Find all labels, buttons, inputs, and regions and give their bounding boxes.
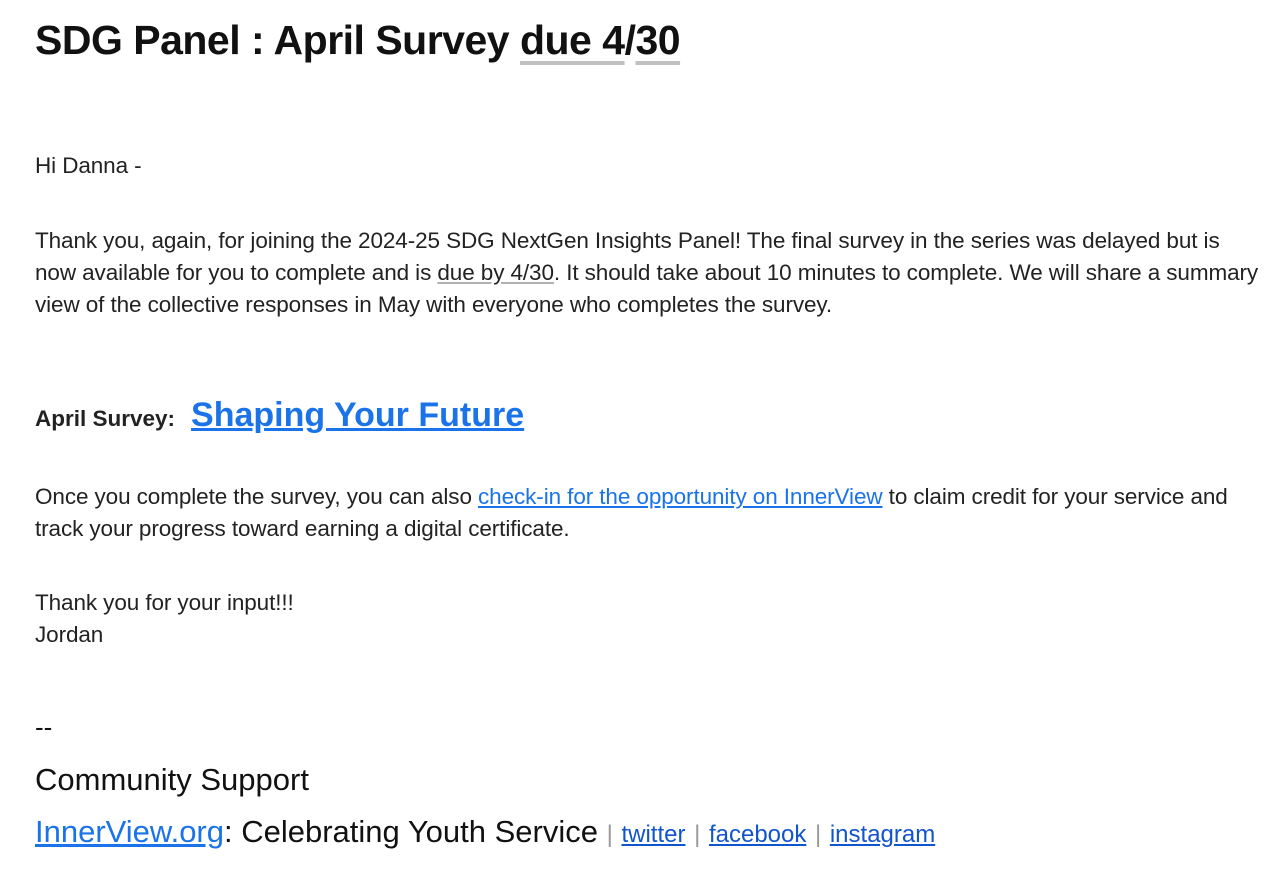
survey-link[interactable]: Shaping Your Future <box>191 396 525 434</box>
signature-name: Community Support <box>35 762 309 797</box>
facebook-link[interactable]: facebook <box>708 821 807 848</box>
instagram-link[interactable]: instagram <box>829 821 936 848</box>
twitter-link[interactable]: twitter <box>621 821 686 848</box>
date-detected[interactable]: due 4 <box>519 17 625 63</box>
survey-row: April Survey: Shaping Your Future <box>35 396 524 435</box>
paragraph-checkin: Once you complete the survey, you can al… <box>35 484 1228 541</box>
email-subject: SDG Panel : April Survey due 4/30 <box>35 17 681 63</box>
survey-label: April Survey: <box>35 406 176 431</box>
closing: Thank you for your input!!! Jordan <box>35 590 294 647</box>
innerview-link[interactable]: InnerView.org <box>35 814 224 849</box>
signature-divider: -- <box>35 712 53 742</box>
email-body: SDG Panel : April Survey due 4/30 Hi Dan… <box>35 0 1260 849</box>
date-detected[interactable]: 30 <box>635 17 681 63</box>
checkin-link[interactable]: check-in for the opportunity on InnerVie… <box>478 484 883 509</box>
paragraph-intro: Thank you, again, for joining the 2024-2… <box>35 228 1259 317</box>
due-date[interactable]: due by 4/30 <box>437 260 554 285</box>
signature-line: InnerView.org: Celebrating Youth Service… <box>35 814 936 849</box>
greeting: Hi Danna - <box>35 153 142 178</box>
sender-name: Jordan <box>35 622 104 647</box>
